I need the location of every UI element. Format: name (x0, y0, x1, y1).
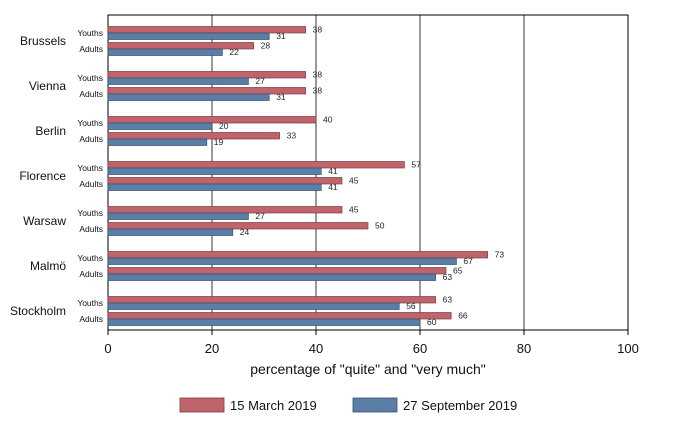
x-tick-label: 80 (517, 341, 531, 356)
legend-label: 27 September 2019 (403, 398, 517, 413)
bar (107, 183, 322, 191)
data-label: 27 (255, 211, 265, 221)
bar (107, 212, 249, 220)
bar (107, 251, 488, 259)
x-tick-label: 40 (309, 341, 323, 356)
bar (107, 167, 322, 175)
bar (107, 161, 405, 169)
data-label: 41 (328, 166, 338, 176)
data-label: 28 (261, 41, 271, 51)
bar (107, 93, 270, 101)
city-label: Florence (19, 169, 66, 183)
group-label: Youths (77, 73, 103, 83)
data-label: 38 (313, 86, 323, 96)
bar (107, 273, 436, 281)
group-label: Youths (77, 28, 103, 38)
city-label: Vienna (29, 79, 66, 93)
group-label: Youths (77, 298, 103, 308)
x-tick-label: 0 (104, 341, 111, 356)
bar (107, 318, 421, 326)
data-label: 65 (453, 266, 463, 276)
group-label: Adults (79, 269, 103, 279)
group-label: Adults (79, 134, 103, 144)
x-axis-title: percentage of "quite" and "very much" (250, 361, 485, 377)
data-label: 57 (411, 160, 421, 170)
bar (107, 138, 208, 146)
bar (107, 122, 213, 130)
data-label: 22 (229, 47, 239, 57)
group-label: Youths (77, 208, 103, 218)
data-label: 31 (276, 31, 286, 41)
data-label: 50 (375, 221, 385, 231)
group-label: Adults (79, 314, 103, 324)
city-label: Brussels (20, 34, 66, 48)
data-label: 38 (313, 70, 323, 80)
data-label: 19 (214, 137, 224, 147)
data-label: 63 (443, 295, 453, 305)
bar (107, 222, 369, 230)
data-label: 40 (323, 115, 333, 125)
group-label: Youths (77, 253, 103, 263)
data-label: 41 (328, 182, 338, 192)
bar (107, 77, 249, 85)
data-label: 24 (240, 227, 250, 237)
bar (107, 132, 280, 140)
bar (107, 302, 400, 310)
bar (107, 296, 436, 304)
data-label: 20 (219, 121, 229, 131)
bar (107, 32, 270, 40)
bar (107, 267, 447, 275)
bar (107, 257, 457, 265)
city-label: Warsaw (23, 214, 66, 228)
group-label: Adults (79, 179, 103, 189)
x-tick-label: 20 (205, 341, 219, 356)
data-label: 31 (276, 92, 286, 102)
data-label: 63 (443, 272, 453, 282)
city-label: Berlin (35, 124, 66, 138)
data-label: 45 (349, 205, 359, 215)
legend-label: 15 March 2019 (230, 398, 317, 413)
data-label: 27 (255, 76, 265, 86)
legend-swatch (179, 397, 225, 413)
data-label: 67 (463, 256, 473, 266)
data-label: 66 (458, 311, 468, 321)
city-label: Malmö (30, 259, 66, 273)
legend-swatch (352, 397, 398, 413)
x-tick-label: 100 (617, 341, 639, 356)
bar (107, 48, 223, 56)
bar (107, 312, 452, 320)
group-label: Youths (77, 163, 103, 173)
bar (107, 206, 343, 214)
data-label: 45 (349, 176, 359, 186)
group-label: Adults (79, 224, 103, 234)
data-label: 73 (495, 250, 505, 260)
data-label: 38 (313, 25, 323, 35)
city-label: Stockholm (10, 304, 66, 318)
data-label: 56 (406, 301, 416, 311)
group-label: Adults (79, 89, 103, 99)
bar (107, 116, 317, 124)
bar (107, 228, 234, 236)
x-tick-label: 60 (413, 341, 427, 356)
data-label: 33 (287, 131, 297, 141)
group-label: Adults (79, 44, 103, 54)
bar (107, 71, 306, 79)
bar (107, 177, 343, 185)
group-label: Youths (77, 118, 103, 128)
data-label: 60 (427, 317, 437, 327)
